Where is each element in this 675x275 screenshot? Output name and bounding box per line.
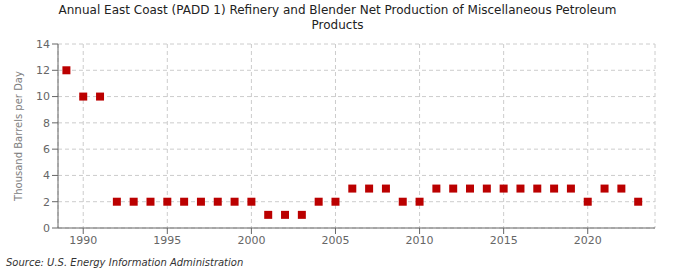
html-text:Products: Products xyxy=(311,18,364,32)
svg-text:12: 12 xyxy=(36,64,50,77)
svg-text:2010: 2010 xyxy=(406,234,434,247)
html-text:Annual East Coast (PADD 1) Ref: Annual East Coast (PADD 1) Refinery and … xyxy=(58,3,617,17)
svg-text:14: 14 xyxy=(36,38,50,51)
svg-text:6: 6 xyxy=(43,143,50,156)
svg-text:1995: 1995 xyxy=(153,234,181,247)
svg-text:1990: 1990 xyxy=(69,234,97,247)
svg-text:2: 2 xyxy=(43,196,50,209)
svg-text:2000: 2000 xyxy=(237,234,265,247)
svg-text:2015: 2015 xyxy=(490,234,518,247)
svg-text:10: 10 xyxy=(36,90,50,103)
svg-text:Thousand Barrels per Day: Thousand Barrels per Day xyxy=(13,71,24,202)
svg-text:4: 4 xyxy=(43,169,50,182)
svg-text:0: 0 xyxy=(43,222,50,235)
html-text:Source: U.S. Energy Informatio: Source: U.S. Energy Information Administ… xyxy=(6,257,244,268)
svg-text:8: 8 xyxy=(43,117,50,130)
svg-text:2005: 2005 xyxy=(321,234,349,247)
svg-text:2020: 2020 xyxy=(574,234,602,247)
